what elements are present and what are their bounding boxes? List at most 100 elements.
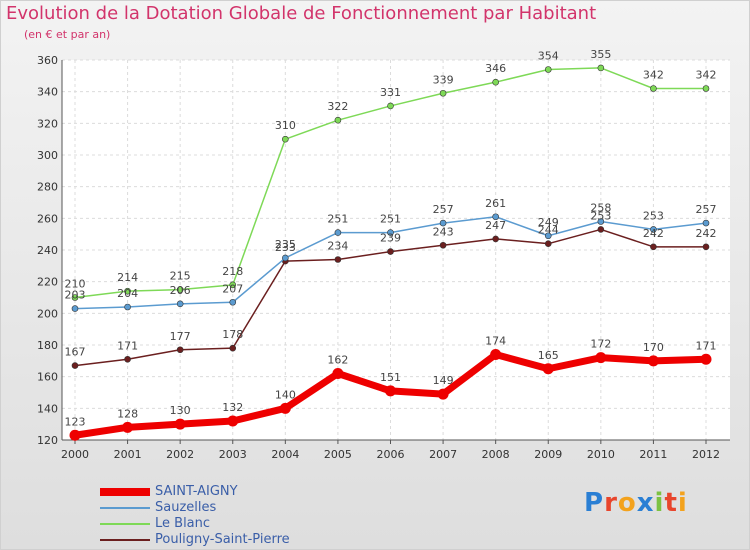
data-label: 243 (433, 225, 454, 238)
data-point (385, 385, 396, 397)
data-label: 249 (538, 216, 559, 229)
data-label: 242 (643, 227, 664, 240)
data-label: 207 (222, 282, 243, 295)
x-tick-label: 2008 (482, 448, 510, 461)
data-point (176, 300, 184, 308)
data-point (332, 368, 344, 379)
data-point (702, 219, 710, 227)
data-point (229, 298, 237, 306)
data-point (439, 89, 447, 97)
data-labels: 167 171 177 178 233 234 239 243 247 244 253 242 242 2… (65, 48, 717, 428)
data-point (71, 305, 79, 312)
data-point (542, 363, 554, 375)
chart-subtitle: (en € et par an) (24, 28, 111, 41)
data-label: 251 (327, 213, 348, 226)
y-tick-label: 280 (37, 181, 58, 194)
data-label: 346 (485, 62, 506, 75)
y-tick-label: 240 (37, 244, 58, 257)
x-tick-label: 2006 (377, 448, 405, 461)
data-label: 206 (170, 284, 191, 297)
data-label: 253 (590, 209, 611, 222)
data-label: 242 (696, 227, 717, 240)
data-point (490, 349, 502, 360)
data-point (124, 287, 131, 295)
chart-title: Evolution de la Dotation Globale de Fonc… (6, 3, 597, 24)
data-point (647, 355, 659, 367)
data-point (334, 229, 342, 236)
data-point (597, 64, 605, 72)
data-label: 215 (170, 270, 191, 283)
data-point (544, 66, 552, 73)
data-label: 218 (222, 265, 243, 278)
data-label: 235 (275, 238, 296, 251)
data-point (492, 213, 499, 221)
x-tick-label: 2007 (429, 448, 457, 461)
x-tick-label: 2000 (61, 448, 89, 461)
data-label: 310 (275, 119, 296, 132)
data-point (387, 248, 394, 255)
data-label: 234 (327, 240, 348, 253)
data-label: 339 (433, 73, 454, 86)
data-label: 165 (538, 349, 559, 362)
y-tick-label: 360 (37, 54, 58, 67)
legend-swatch (100, 523, 150, 525)
data-label: 257 (433, 203, 454, 216)
plot-area (62, 60, 730, 440)
data-point (279, 402, 291, 414)
y-tick-label: 120 (37, 434, 58, 447)
data-point (71, 362, 79, 369)
y-tick-label: 200 (37, 307, 58, 320)
x-tick-label: 2011 (639, 448, 667, 461)
data-point (229, 344, 237, 352)
data-label: 322 (327, 100, 348, 113)
data-point (69, 429, 81, 441)
data-label: 123 (65, 415, 86, 428)
data-label: 247 (485, 219, 506, 232)
legend-label: SAINT-AIGNY (155, 484, 238, 499)
legend-swatch (100, 507, 150, 509)
data-label: 355 (590, 48, 611, 61)
x-tick-label: 2003 (219, 448, 247, 461)
data-label: 128 (117, 407, 138, 420)
data-point (492, 78, 499, 86)
data-point (439, 219, 447, 227)
x-tick-label: 2002 (166, 448, 194, 461)
data-point (122, 421, 134, 433)
data-label: 170 (643, 341, 664, 354)
data-point (387, 102, 394, 110)
x-tick-label: 2005 (324, 448, 352, 461)
data-label: 171 (117, 339, 138, 352)
legend-label: Le Blanc (155, 516, 211, 531)
data-label: 151 (380, 371, 401, 384)
data-label: 251 (380, 213, 401, 226)
data-label: 233 (275, 241, 296, 254)
line-chart: 120 140 160 180 200 220 240 260 280 300 320 340 360 2… (37, 48, 730, 461)
data-label: 354 (538, 50, 559, 63)
data-label: 253 (643, 209, 664, 222)
data-label: 130 (170, 404, 191, 417)
data-label: 132 (222, 401, 243, 414)
y-tick-label: 140 (37, 402, 58, 415)
data-point (439, 241, 447, 249)
y-tick-label: 220 (37, 276, 58, 289)
x-tick-label: 2012 (692, 448, 720, 461)
x-tick-label: 2004 (271, 448, 299, 461)
x-tick-label: 2001 (114, 448, 142, 461)
series-lines (69, 64, 712, 441)
legend-label: Pouligny-Saint-Pierre (155, 532, 290, 547)
data-point (334, 116, 342, 124)
data-label: 204 (117, 287, 138, 300)
data-point (597, 218, 605, 225)
data-point (387, 229, 394, 236)
data-point (282, 254, 289, 262)
x-tick-label: 2009 (534, 448, 562, 461)
data-label: 167 (65, 346, 86, 359)
y-tick-label: 180 (37, 339, 58, 352)
data-point (650, 243, 657, 251)
data-point (650, 85, 657, 92)
data-point (124, 355, 131, 363)
data-point (174, 418, 186, 430)
data-label: 172 (590, 338, 611, 351)
data-label: 203 (65, 289, 86, 302)
data-label: 178 (222, 328, 243, 341)
